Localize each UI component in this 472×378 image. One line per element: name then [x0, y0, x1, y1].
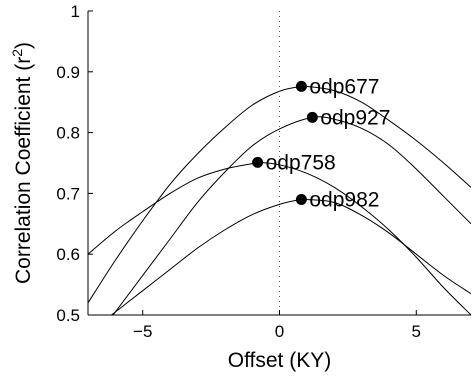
- x-tick-label: −5: [133, 322, 152, 341]
- y-tick-label: 0.5: [56, 306, 80, 325]
- peak-marker-odp677: [295, 80, 307, 92]
- peak-marker-odp758: [252, 156, 264, 168]
- y-tick-label: 0.8: [56, 124, 80, 143]
- series-label-odp677: odp677: [309, 75, 379, 98]
- series-labels: odp677 odp927 odp758 odp982: [266, 75, 391, 211]
- series-line-odp758: [88, 161, 471, 315]
- y-axis-label-close: ): [12, 42, 35, 49]
- series-label-odp758: odp758: [266, 151, 336, 174]
- y-tick-label: 0.7: [56, 184, 80, 203]
- y-axis-label-main: Correlation Coefficient (r: [12, 57, 35, 284]
- series-curves: [88, 85, 471, 315]
- x-axis-label: Offset (KY): [228, 349, 331, 372]
- peak-markers: [252, 80, 318, 205]
- series-line-odp927: [112, 116, 471, 315]
- x-tick-label: 0: [275, 322, 284, 341]
- series-label-odp927: odp927: [320, 106, 390, 129]
- y-axis-label-superscript: 2: [9, 49, 25, 57]
- peak-marker-odp982: [295, 193, 307, 205]
- y-axis-label: Correlation Coefficient (r2): [9, 42, 35, 284]
- axis-ticks: 0.5 0.6 0.7 0.8 0.9 1 −5 0 5: [56, 2, 421, 341]
- x-tick-label: 5: [412, 322, 421, 341]
- series-line-odp982: [110, 198, 471, 315]
- y-tick-label: 0.6: [56, 245, 80, 264]
- y-tick-label: 0.9: [56, 63, 80, 82]
- peak-marker-odp927: [306, 111, 318, 123]
- series-line-odp677: [88, 85, 471, 304]
- y-tick-label: 1: [71, 2, 80, 21]
- series-label-odp982: odp982: [309, 188, 379, 211]
